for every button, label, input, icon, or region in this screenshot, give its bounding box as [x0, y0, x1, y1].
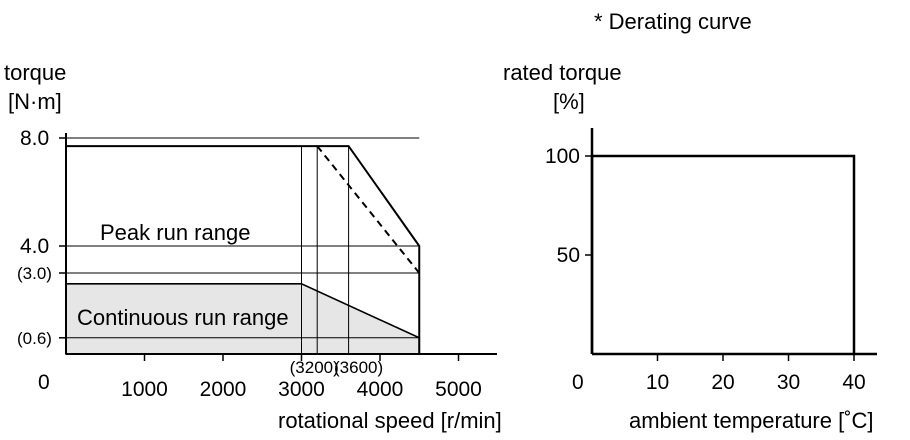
right-y-tick-label: 100: [545, 145, 580, 168]
right-ylabel-line1: rated torque: [503, 60, 622, 85]
right-x-tick-label: 30: [777, 371, 800, 394]
right-x-tick-label: 40: [842, 371, 865, 394]
right-origin-label: 0: [572, 371, 584, 394]
right-plot: 100 50 10 20 30 40: [545, 128, 877, 394]
left-x-tick-label: 1000: [121, 378, 168, 401]
right-y-tick-label: 50: [557, 244, 580, 267]
continuous-run-range-label: Continuous run range: [77, 305, 289, 330]
speed-marker-label: (3600): [334, 358, 383, 377]
left-y-tick-label: (0.6): [17, 329, 52, 348]
left-y-tick-label: 4.0: [20, 235, 49, 258]
left-y-tick-label: (3.0): [17, 264, 52, 283]
right-ylabel-line2: [%]: [553, 89, 585, 114]
left-x-tick-label: 3000: [278, 378, 325, 401]
left-ylabel-line1: torque: [4, 60, 66, 85]
left-x-tick-label: 5000: [435, 378, 482, 401]
speed-marker-label: (3200): [290, 358, 339, 377]
left-plot: 8.0 4.0 (3.0) (0.6) 1000 2000 3000 4000 5000 (320…: [17, 127, 497, 401]
left-ylabel-line2: [N·m]: [8, 89, 62, 114]
right-x-tick-label: 20: [711, 371, 734, 394]
left-x-tick-label: 2000: [200, 378, 247, 401]
left-xlabel: rotational speed [r/min]: [278, 408, 502, 433]
left-origin-label: 0: [38, 371, 50, 394]
right-x-tick-label: 10: [646, 371, 669, 394]
right-xlabel: ambient temperature [˚C]: [629, 408, 874, 433]
derating-curve-line: [590, 154, 856, 354]
peak-run-range-label: Peak run range: [100, 220, 250, 245]
peak-derated-dashed-line: [316, 145, 421, 274]
derating-note: * Derating curve: [594, 9, 752, 34]
left-x-tick-label: 4000: [357, 378, 404, 401]
left-y-tick-label: 8.0: [20, 127, 49, 150]
